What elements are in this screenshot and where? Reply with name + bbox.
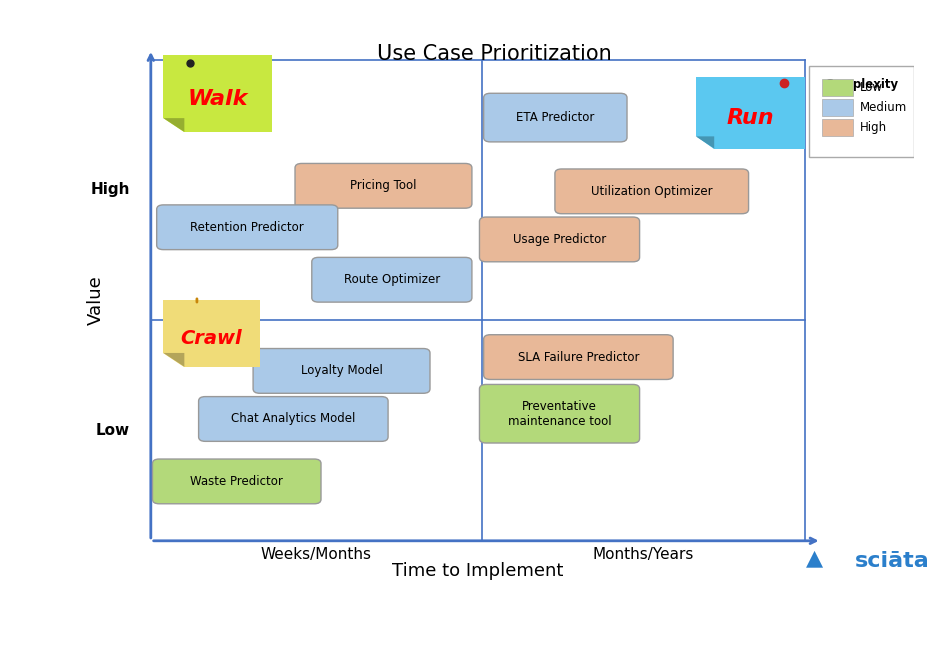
Text: Complexity: Complexity [824,79,899,92]
FancyBboxPatch shape [483,93,627,142]
Text: Low: Low [96,422,130,438]
Text: Pricing Tool: Pricing Tool [350,179,416,192]
Text: Utilization Optimizer: Utilization Optimizer [591,185,712,198]
FancyBboxPatch shape [156,205,338,250]
Text: Value: Value [88,276,106,326]
FancyBboxPatch shape [821,119,853,136]
Text: Retention Predictor: Retention Predictor [190,221,304,234]
Text: Use Case Prioritization: Use Case Prioritization [377,44,612,64]
Text: Weeks/Months: Weeks/Months [261,547,372,562]
Text: ▲: ▲ [806,549,823,568]
Text: Usage Predictor: Usage Predictor [512,233,606,246]
Text: High: High [90,183,130,198]
Text: Route Optimizer: Route Optimizer [344,273,440,286]
Text: Time to Implement: Time to Implement [392,562,563,580]
Polygon shape [163,353,185,367]
Polygon shape [696,77,804,148]
FancyBboxPatch shape [821,79,853,96]
FancyBboxPatch shape [479,384,640,443]
Text: Crawl: Crawl [181,330,242,348]
FancyBboxPatch shape [821,99,853,116]
Text: sciāta: sciāta [855,551,930,571]
Text: ETA Predictor: ETA Predictor [516,111,594,124]
FancyBboxPatch shape [809,66,914,157]
FancyBboxPatch shape [483,335,674,380]
FancyBboxPatch shape [555,169,749,214]
Text: Chat Analytics Model: Chat Analytics Model [231,413,355,426]
Polygon shape [163,300,260,367]
FancyBboxPatch shape [153,459,321,504]
Polygon shape [163,55,272,132]
FancyBboxPatch shape [312,257,472,302]
Polygon shape [163,118,185,132]
FancyBboxPatch shape [199,396,388,441]
Text: Medium: Medium [860,101,907,114]
Polygon shape [696,136,714,148]
Text: Low: Low [860,81,883,94]
Text: Months/Years: Months/Years [593,547,694,562]
Text: SLA Failure Predictor: SLA Failure Predictor [518,350,639,363]
FancyBboxPatch shape [295,163,472,208]
Text: Run: Run [726,109,774,128]
Text: High: High [860,121,887,134]
FancyBboxPatch shape [253,348,430,393]
Text: Loyalty Model: Loyalty Model [300,365,382,378]
Text: Waste Predictor: Waste Predictor [190,475,284,488]
Text: Walk: Walk [187,90,248,109]
Text: Preventative
maintenance tool: Preventative maintenance tool [508,400,611,428]
FancyBboxPatch shape [479,217,640,262]
